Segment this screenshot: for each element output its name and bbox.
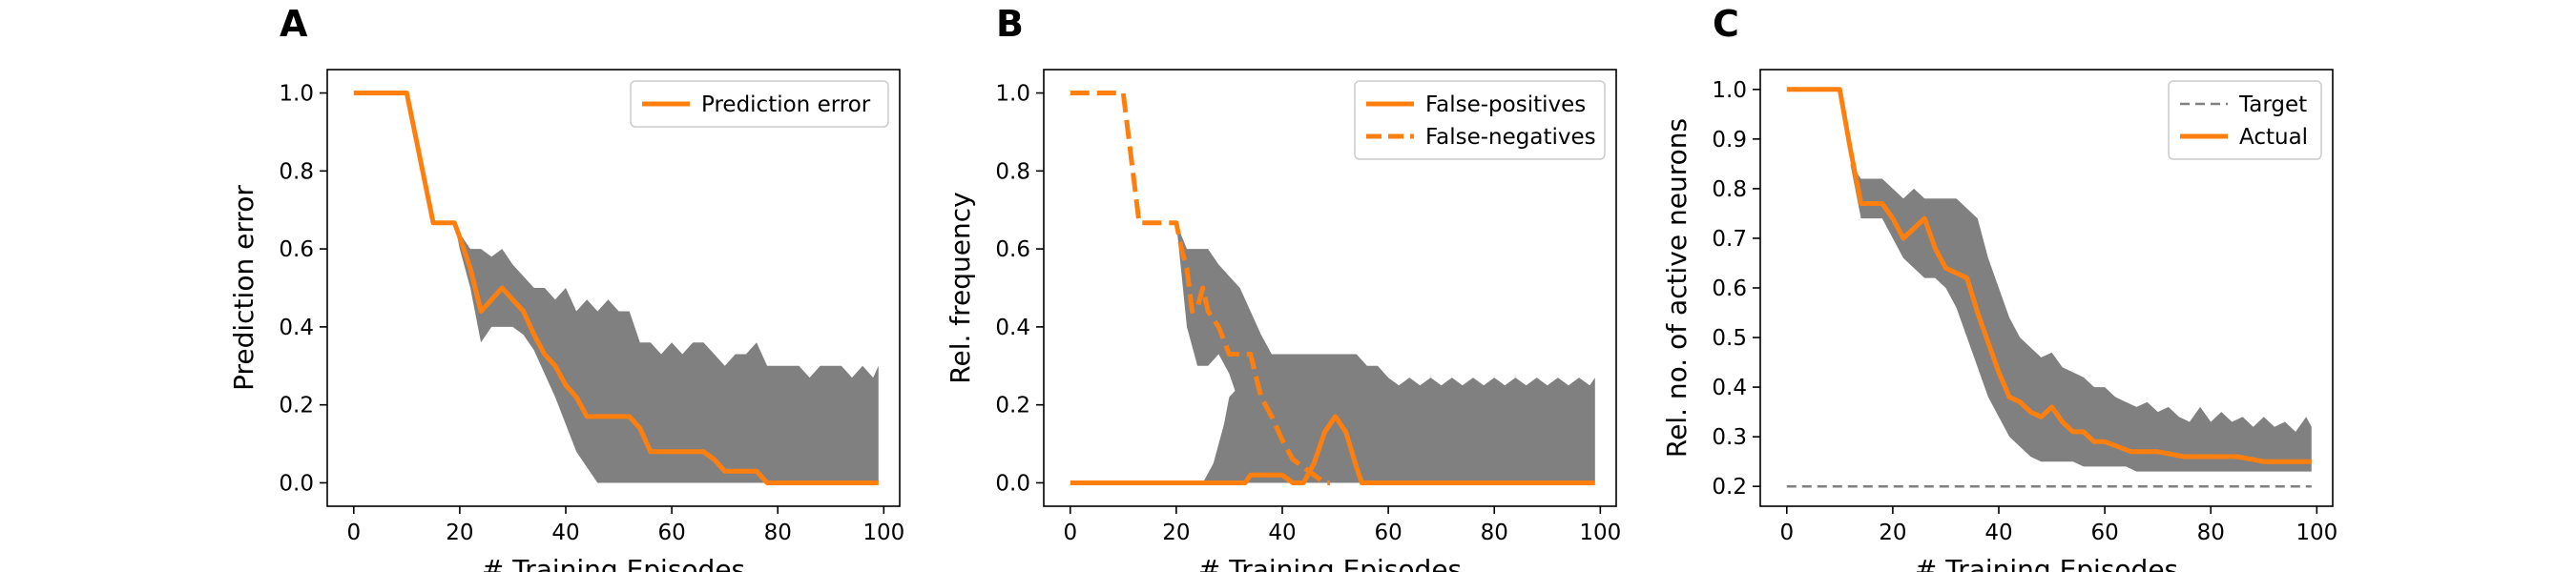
spread-band-b-1 xyxy=(1202,354,1282,483)
y-tick-label-a-4: 0.8 xyxy=(279,159,314,184)
y-tick-label-c-2: 0.4 xyxy=(1712,376,1747,400)
legend-c: Target Actual xyxy=(2168,80,2322,160)
y-tick-label-b-0: 0.0 xyxy=(995,471,1030,496)
x-tick-label-a-2: 40 xyxy=(551,521,579,545)
y-tick-label-a-2: 0.4 xyxy=(279,316,314,340)
x-axis-label-b: # Training Episodes xyxy=(1198,554,1462,572)
y-tick-label-c-6: 0.8 xyxy=(1712,177,1747,202)
y-tick-label-c-8: 1.0 xyxy=(1712,78,1747,103)
y-axis-label-b: Rel. frequency xyxy=(945,192,976,383)
x-tick-label-b-0: 0 xyxy=(1063,521,1077,545)
x-tick-label-c-3: 60 xyxy=(2090,521,2118,545)
legend-label-a-0: Prediction error xyxy=(701,92,871,117)
y-tick-label-a-1: 0.2 xyxy=(279,394,314,419)
y-tick-label-a-3: 0.6 xyxy=(279,237,314,262)
y-tick-label-b-3: 0.6 xyxy=(995,237,1030,262)
x-tick-label-a-1: 20 xyxy=(446,521,473,545)
y-axis-label-a: Prediction error xyxy=(228,185,260,391)
y-tick-label-c-0: 0.2 xyxy=(1712,475,1747,500)
series-line-a-0 xyxy=(353,91,879,485)
x-tick-label-c-5: 100 xyxy=(2296,521,2337,545)
legend-box-b xyxy=(1354,80,1606,160)
legend-label-c-0: Target xyxy=(2238,92,2307,117)
y-axis-label-c: Rel. no. of active neurons xyxy=(1661,118,1693,458)
panel-label-a: A xyxy=(280,3,308,45)
legend-label-c-1: Actual xyxy=(2239,125,2308,150)
plot-frame-a xyxy=(326,69,901,507)
y-tick-label-b-2: 0.4 xyxy=(995,316,1030,340)
legend-label-b-0: False-positives xyxy=(1425,92,1586,117)
panel-b: 0 20 40 60 80 100 0.0 0.2 0.4 0.6 0.8 1.0 B # Train… xyxy=(945,3,1621,572)
legend-b: False-positives False-negatives xyxy=(1354,80,1606,160)
x-axis-label-c: # Training Episodes xyxy=(1915,554,2178,572)
legend-box-c xyxy=(2168,80,2322,160)
x-tick-label-b-3: 60 xyxy=(1374,521,1402,545)
plot-frame-b xyxy=(1043,69,1617,507)
legend-label-b-1: False-negatives xyxy=(1425,125,1596,150)
y-tick-label-a-0: 0.0 xyxy=(279,471,314,496)
y-tick-label-c-4: 0.6 xyxy=(1712,276,1747,301)
spread-band-c-0 xyxy=(1850,163,2312,472)
y-tick-label-c-3: 0.5 xyxy=(1712,326,1747,351)
x-tick-label-b-2: 40 xyxy=(1268,521,1296,545)
y-tick-label-a-5: 1.0 xyxy=(279,82,314,107)
panel-c: 0 20 40 60 80 1000.20.30.40.50.60.70.80.91.0 … xyxy=(1661,3,2337,572)
x-tick-label-b-1: 20 xyxy=(1162,521,1190,545)
x-tick-label-c-2: 40 xyxy=(1984,521,2012,545)
y-tick-label-b-4: 0.8 xyxy=(995,159,1030,184)
series-line-b-1 xyxy=(1070,91,1330,485)
y-tick-label-c-7: 0.9 xyxy=(1712,128,1747,153)
x-tick-label-a-5: 100 xyxy=(862,521,904,545)
spread-band-a-0 xyxy=(454,222,879,483)
y-tick-label-b-1: 0.2 xyxy=(995,394,1030,419)
y-tick-label-c-5: 0.7 xyxy=(1712,227,1747,252)
x-tick-label-a-4: 80 xyxy=(764,521,792,545)
panel-a: 0 20 40 60 80 100 0.0 0.2 0.4 0.6 0.8 1.0 A # Train… xyxy=(228,3,904,572)
x-tick-label-c-0: 0 xyxy=(1779,521,1794,545)
x-tick-label-b-5: 100 xyxy=(1579,521,1621,545)
series-line-c-1 xyxy=(1786,87,2312,464)
y-tick-label-b-5: 1.0 xyxy=(995,82,1030,107)
panel-label-c: C xyxy=(1713,3,1739,45)
x-tick-label-c-1: 20 xyxy=(1879,521,1906,545)
x-tick-label-c-4: 80 xyxy=(2197,521,2225,545)
panel-label-b: B xyxy=(996,3,1024,45)
x-tick-label-a-0: 0 xyxy=(346,521,361,545)
series-line-b-0 xyxy=(1070,414,1595,485)
x-tick-label-a-3: 60 xyxy=(657,521,685,545)
y-tick-label-c-1: 0.3 xyxy=(1712,425,1747,450)
x-tick-label-b-4: 80 xyxy=(1481,521,1508,545)
x-axis-label-a: # Training Episodes xyxy=(482,554,745,572)
legend-a: Prediction error xyxy=(630,80,889,128)
legend-box-a xyxy=(630,80,889,128)
